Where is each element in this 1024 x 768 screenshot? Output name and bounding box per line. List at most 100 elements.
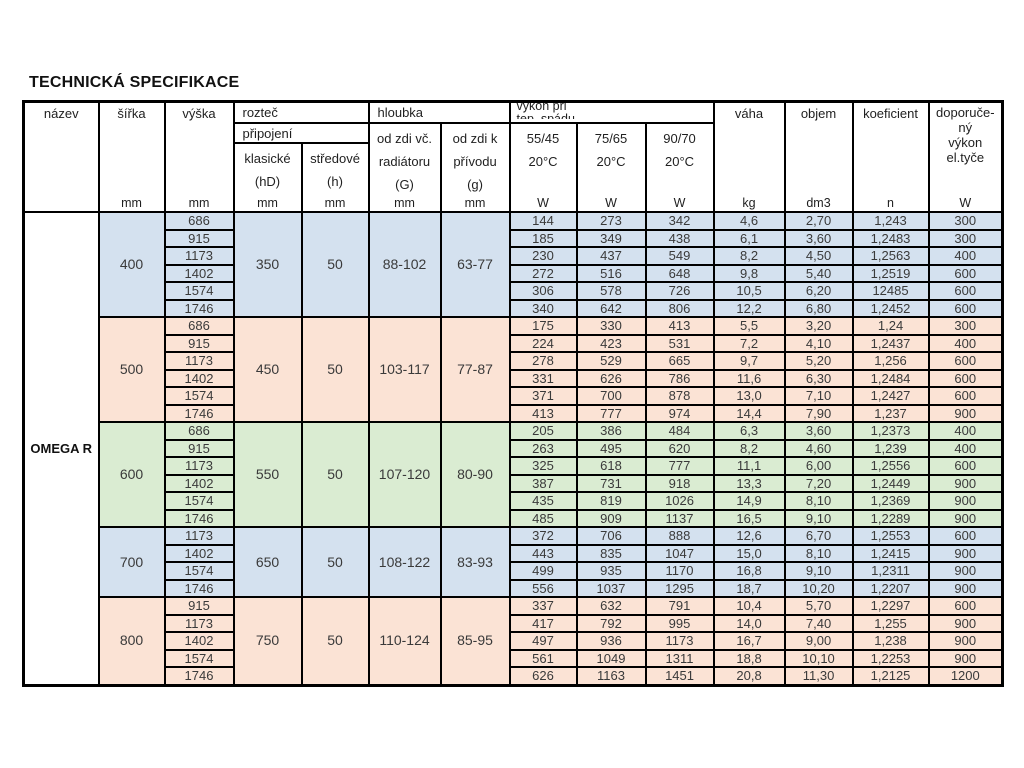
- objem-cell: 6,70: [783, 526, 854, 546]
- vykon-90-70-cell: 1170: [644, 561, 715, 581]
- vaha-cell: 4,6: [712, 211, 786, 231]
- vykon-90-70-cell: 438: [644, 228, 715, 248]
- koeficient-cell: 1,2519: [851, 263, 930, 283]
- vyska-cell: 1574: [163, 561, 235, 581]
- vyska-cell: 1574: [163, 648, 235, 668]
- vyska-cell: 686: [163, 316, 235, 336]
- doporuceny-vykon-cell: 400: [927, 438, 1004, 458]
- table-row: 800 915 750 50 110-124 85-95 337 632 791 10,4 5,70…: [24, 596, 1004, 686]
- col-header-pripojeni: připojení: [232, 121, 370, 145]
- vaha-cell: 13,3: [712, 473, 786, 493]
- doporuceny-vykon-cell: 900: [927, 473, 1004, 493]
- doporuceny-vykon-cell: 900: [927, 648, 1004, 668]
- header-units-row: mm mm mm mm mm mm W W W kg dm3 n W: [24, 196, 1004, 213]
- vaha-cell: 14,9: [712, 491, 786, 511]
- vykon-75-65-cell: 1163: [575, 666, 647, 686]
- col-header-roztec: rozteč: [232, 100, 370, 124]
- col-header-temp-55-45: 55/45 20°C: [508, 122, 578, 196]
- vykon-75-65-cell: 516: [575, 263, 647, 283]
- table-row: 1746 626 1163 1451 20,8 11,30 1,2125 1200: [24, 666, 1004, 686]
- objem-cell: 4,60: [783, 438, 854, 458]
- vyska-cell: 1746: [163, 578, 235, 598]
- vaha-cell: 8,2: [712, 438, 786, 458]
- doporuceny-vykon-cell: 900: [927, 578, 1004, 598]
- vyska-cell: 686: [163, 211, 235, 231]
- table-row: 1746 340 642 806 12,2 6,80 1,2452 600: [24, 298, 1004, 318]
- vykon-75-65-cell: 386: [575, 421, 647, 441]
- vykon-90-70-cell: 342: [644, 211, 715, 231]
- table-row: 600 686 550 50 107-120 80-90 205 386 484 6,3 3,60 1…: [24, 421, 1004, 528]
- vaha-cell: 10,5: [712, 281, 786, 301]
- vykon-90-70-cell: 648: [644, 263, 715, 283]
- col-header-vykon: výkon při tep. spádu: [508, 100, 715, 124]
- table-row: 1173 278 529 665 9,7 5,20 1,256 600: [24, 351, 1004, 371]
- koeficient-cell: 1,2207: [851, 578, 930, 598]
- vyska-cell: 1746: [163, 403, 235, 423]
- vykon-55-45-cell: 626: [508, 666, 578, 686]
- vaha-cell: 11,1: [712, 456, 786, 476]
- vykon-75-65-cell: 618: [575, 456, 647, 476]
- table-row: 1746 413 777 974 14,4 7,90 1,237 900: [24, 403, 1004, 423]
- vaha-cell: 14,0: [712, 613, 786, 633]
- vaha-cell: 18,8: [712, 648, 786, 668]
- vyska-cell: 1173: [163, 526, 235, 546]
- vykon-55-45-cell: 144: [508, 211, 578, 231]
- vykon-90-70-cell: 995: [644, 613, 715, 633]
- col-header-hloubka: hloubka: [367, 100, 511, 124]
- koeficient-cell: 1,2289: [851, 508, 930, 528]
- vykon-55-45-cell: 556: [508, 578, 578, 598]
- vyska-cell: 915: [163, 596, 235, 616]
- vyska-cell: 915: [163, 228, 235, 248]
- objem-cell: 4,10: [783, 333, 854, 353]
- vaha-cell: 20,8: [712, 666, 786, 686]
- header-row-1: název šířka výška rozteč hloubka výkon p…: [22, 100, 1004, 213]
- vaha-cell: 16,8: [712, 561, 786, 581]
- unit-vyska: mm: [163, 196, 235, 213]
- vaha-cell: 6,3: [712, 421, 786, 441]
- doporuceny-vykon-cell: 400: [927, 421, 1004, 441]
- vyska-cell: 1173: [163, 613, 235, 633]
- vykon-75-65-cell: 578: [575, 281, 647, 301]
- unit-vykon-55-45: W: [508, 196, 578, 213]
- vykon-55-45-cell: 561: [508, 648, 578, 668]
- sirka-cell: 800: [97, 596, 166, 686]
- objem-cell: 4,50: [783, 246, 854, 266]
- col-header-vaha: váha: [712, 100, 786, 196]
- vykon-90-70-cell: 777: [644, 456, 715, 476]
- vaha-cell: 6,1: [712, 228, 786, 248]
- vykon-75-65-cell: 330: [575, 316, 647, 336]
- vykon-75-65-cell: 935: [575, 561, 647, 581]
- unit-koeficient: n: [851, 196, 930, 213]
- unit-vykon-75-65: W: [575, 196, 647, 213]
- vykon-75-65-cell: 529: [575, 351, 647, 371]
- vykon-75-65-cell: 792: [575, 613, 647, 633]
- vykon-55-45-cell: 230: [508, 246, 578, 266]
- vykon-55-45-cell: 278: [508, 351, 578, 371]
- doporuceny-vykon-cell: 600: [927, 263, 1004, 283]
- hloubka-radiatoru-cell: 107-120: [367, 421, 442, 528]
- vykon-55-45-cell: 417: [508, 613, 578, 633]
- table-row: 1574 561 1049 1311 18,8 10,10 1,2253 900: [24, 648, 1004, 668]
- objem-cell: 7,20: [783, 473, 854, 493]
- roztec-stredove-cell: 50: [300, 421, 370, 528]
- koeficient-cell: 1,2484: [851, 368, 930, 388]
- koeficient-cell: 1,255: [851, 613, 930, 633]
- vykon-label: výkon při tep. spádu: [516, 101, 575, 119]
- doporuceny-vykon-cell: 900: [927, 403, 1004, 423]
- unit-vykon-90-70: W: [644, 196, 715, 213]
- vykon-75-65-cell: 349: [575, 228, 647, 248]
- objem-cell: 10,10: [783, 648, 854, 668]
- koeficient-cell: 1,2369: [851, 491, 930, 511]
- header-row-3: klasické (hD) středové (h): [24, 142, 1003, 196]
- vaha-cell: 12,6: [712, 526, 786, 546]
- unit-vaha: kg: [712, 196, 786, 213]
- document-page: TECHNICKÁ SPECIFIKACE název šířka výška …: [22, 74, 1005, 687]
- doporuceny-vykon-cell: 400: [927, 246, 1004, 266]
- koeficient-cell: 1,243: [851, 211, 930, 231]
- vyska-cell: 1574: [163, 386, 235, 406]
- objem-cell: 7,90: [783, 403, 854, 423]
- koeficient-cell: 1,238: [851, 631, 930, 651]
- unit-klasicke: mm: [232, 196, 303, 213]
- sirka-cell: 500: [97, 316, 166, 423]
- roztec-stredove-cell: 50: [300, 211, 370, 318]
